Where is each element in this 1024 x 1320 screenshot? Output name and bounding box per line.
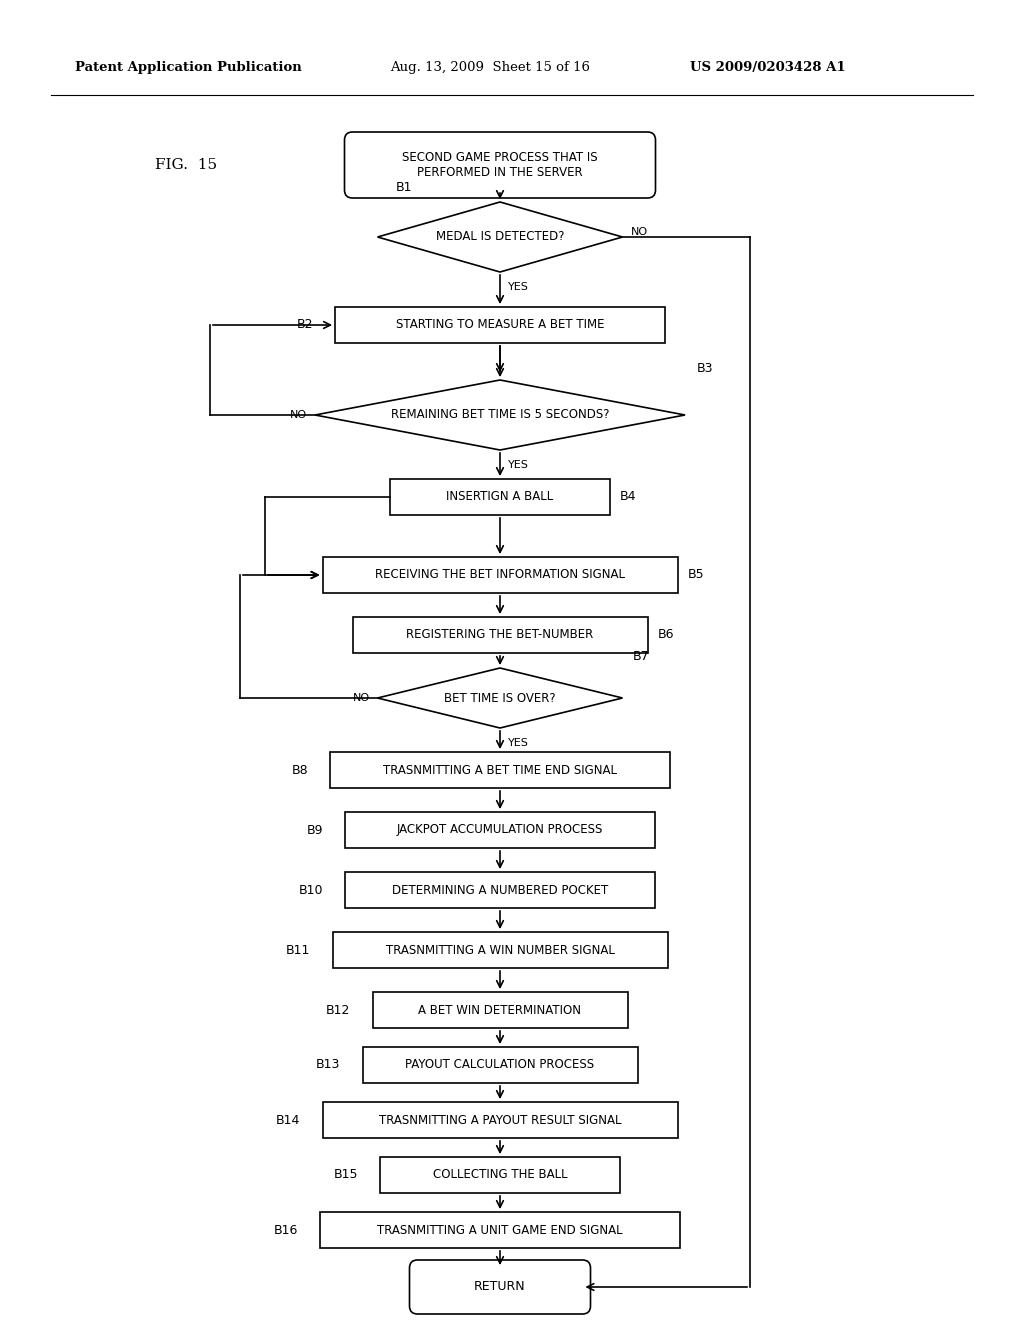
Bar bbox=[345, 873, 655, 908]
Text: B1: B1 bbox=[395, 181, 412, 194]
Text: B16: B16 bbox=[273, 1224, 298, 1237]
Text: SECOND GAME PROCESS THAT IS
PERFORMED IN THE SERVER: SECOND GAME PROCESS THAT IS PERFORMED IN… bbox=[402, 150, 598, 180]
Text: B2: B2 bbox=[297, 318, 313, 331]
Polygon shape bbox=[315, 380, 685, 450]
Text: TRASNMITTING A WIN NUMBER SIGNAL: TRASNMITTING A WIN NUMBER SIGNAL bbox=[386, 944, 614, 957]
Text: TRASNMITTING A BET TIME END SIGNAL: TRASNMITTING A BET TIME END SIGNAL bbox=[383, 763, 617, 776]
Bar bbox=[333, 932, 668, 968]
Bar bbox=[323, 557, 678, 593]
Text: YES: YES bbox=[508, 459, 528, 470]
Bar bbox=[319, 1212, 680, 1247]
Text: B9: B9 bbox=[306, 824, 323, 837]
Text: B11: B11 bbox=[286, 944, 310, 957]
FancyBboxPatch shape bbox=[410, 1261, 591, 1313]
Text: YES: YES bbox=[508, 282, 528, 292]
Bar bbox=[362, 1047, 638, 1082]
Text: Aug. 13, 2009  Sheet 15 of 16: Aug. 13, 2009 Sheet 15 of 16 bbox=[390, 62, 590, 74]
Text: B7: B7 bbox=[633, 649, 649, 663]
Text: REMAINING BET TIME IS 5 SECONDS?: REMAINING BET TIME IS 5 SECONDS? bbox=[391, 408, 609, 421]
Bar bbox=[330, 752, 670, 788]
Text: STARTING TO MEASURE A BET TIME: STARTING TO MEASURE A BET TIME bbox=[395, 318, 604, 331]
Bar bbox=[345, 812, 655, 847]
Polygon shape bbox=[378, 668, 623, 729]
Text: Patent Application Publication: Patent Application Publication bbox=[75, 62, 302, 74]
Text: YES: YES bbox=[508, 738, 528, 748]
Text: B14: B14 bbox=[276, 1114, 300, 1126]
Text: B8: B8 bbox=[292, 763, 308, 776]
Text: RETURN: RETURN bbox=[474, 1280, 525, 1294]
Text: REGISTERING THE BET-NUMBER: REGISTERING THE BET-NUMBER bbox=[407, 628, 594, 642]
Text: NO: NO bbox=[631, 227, 647, 238]
Text: PAYOUT CALCULATION PROCESS: PAYOUT CALCULATION PROCESS bbox=[406, 1059, 595, 1072]
Text: RECEIVING THE BET INFORMATION SIGNAL: RECEIVING THE BET INFORMATION SIGNAL bbox=[375, 569, 625, 582]
Text: B12: B12 bbox=[326, 1003, 350, 1016]
Text: TRASNMITTING A UNIT GAME END SIGNAL: TRASNMITTING A UNIT GAME END SIGNAL bbox=[377, 1224, 623, 1237]
Bar bbox=[390, 479, 610, 515]
Text: US 2009/0203428 A1: US 2009/0203428 A1 bbox=[690, 62, 846, 74]
Polygon shape bbox=[378, 202, 623, 272]
Bar bbox=[323, 1102, 678, 1138]
Text: INSERTIGN A BALL: INSERTIGN A BALL bbox=[446, 491, 554, 503]
Text: TRASNMITTING A PAYOUT RESULT SIGNAL: TRASNMITTING A PAYOUT RESULT SIGNAL bbox=[379, 1114, 622, 1126]
Bar bbox=[335, 308, 665, 343]
Text: B13: B13 bbox=[316, 1059, 341, 1072]
Bar bbox=[352, 616, 647, 653]
Text: B5: B5 bbox=[687, 569, 705, 582]
Text: FIG.  15: FIG. 15 bbox=[155, 158, 217, 172]
Text: NO: NO bbox=[352, 693, 370, 704]
Text: MEDAL IS DETECTED?: MEDAL IS DETECTED? bbox=[436, 231, 564, 243]
Text: B4: B4 bbox=[620, 491, 637, 503]
Bar bbox=[380, 1158, 620, 1193]
Text: NO: NO bbox=[290, 411, 307, 420]
Text: JACKPOT ACCUMULATION PROCESS: JACKPOT ACCUMULATION PROCESS bbox=[397, 824, 603, 837]
Text: B6: B6 bbox=[657, 628, 674, 642]
FancyBboxPatch shape bbox=[344, 132, 655, 198]
Text: B3: B3 bbox=[697, 362, 714, 375]
Text: COLLECTING THE BALL: COLLECTING THE BALL bbox=[433, 1168, 567, 1181]
Text: DETERMINING A NUMBERED POCKET: DETERMINING A NUMBERED POCKET bbox=[392, 883, 608, 896]
Text: B10: B10 bbox=[299, 883, 323, 896]
Text: A BET WIN DETERMINATION: A BET WIN DETERMINATION bbox=[419, 1003, 582, 1016]
Text: BET TIME IS OVER?: BET TIME IS OVER? bbox=[444, 692, 556, 705]
Bar bbox=[373, 993, 628, 1028]
Text: B15: B15 bbox=[334, 1168, 358, 1181]
